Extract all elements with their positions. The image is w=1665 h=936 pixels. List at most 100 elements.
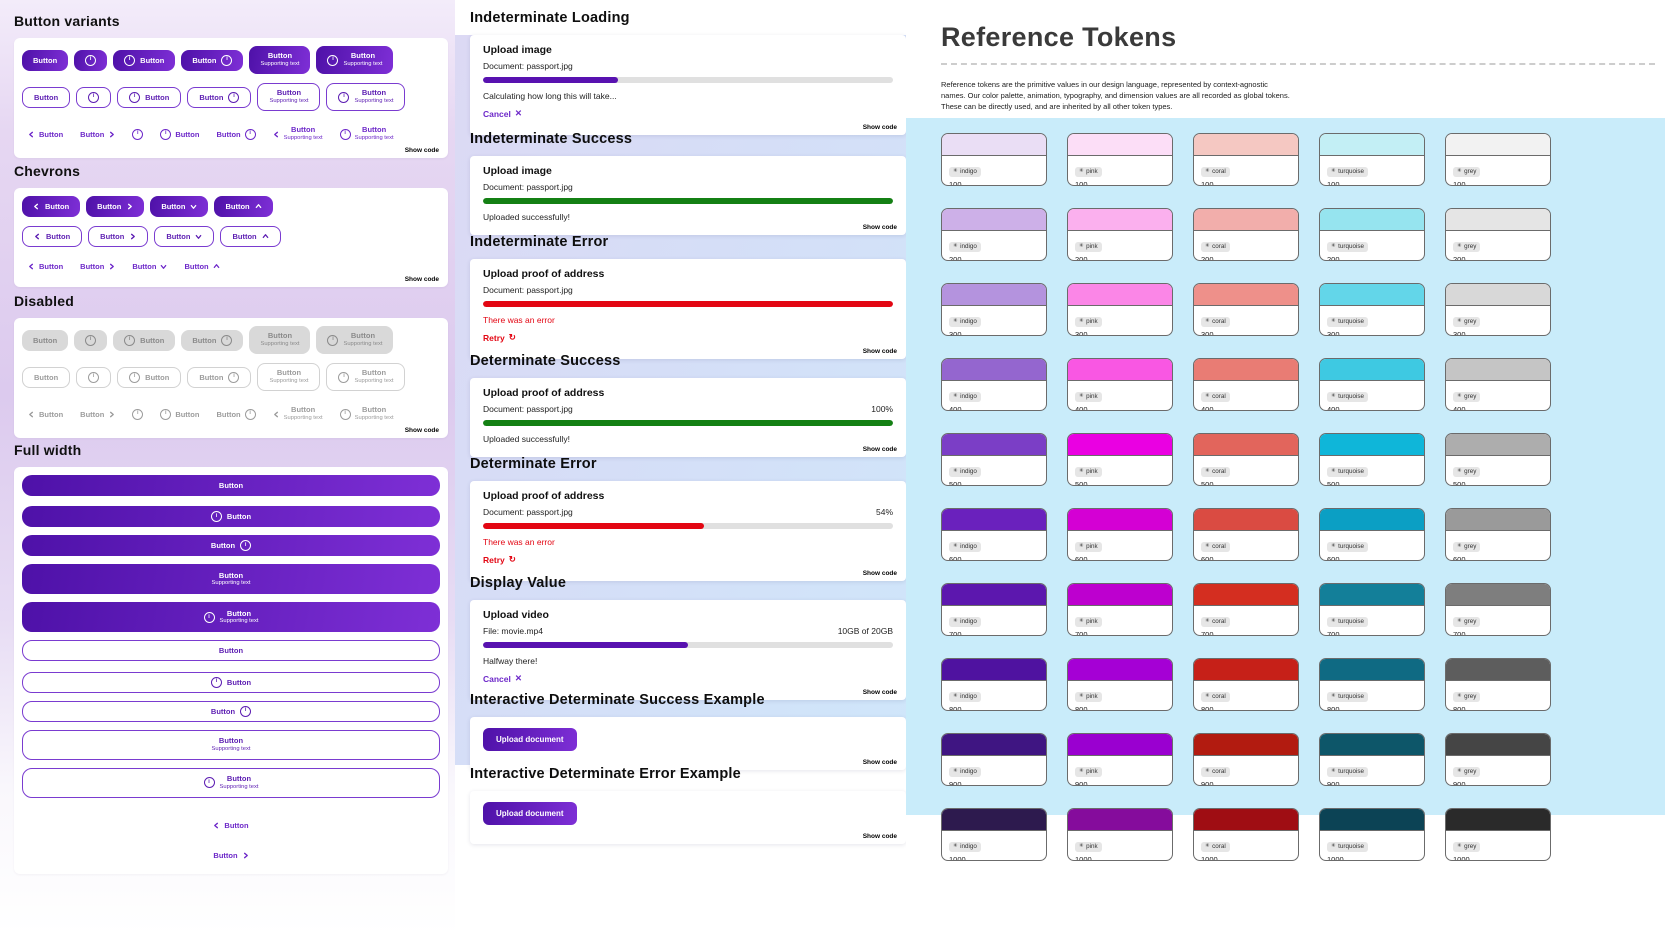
text-button[interactable]: Button <box>211 815 250 836</box>
text-button[interactable]: i Button Supporting text <box>338 120 396 148</box>
outline-button[interactable]: i Button <box>117 86 182 108</box>
token-card-grey-1000: ✳ grey 1000 <box>1445 808 1551 861</box>
show-code-button[interactable]: Show code <box>857 121 902 133</box>
filled-button[interactable]: Button <box>22 196 81 217</box>
token-card-grey-700: ✳ grey 700 <box>1445 583 1551 636</box>
token-step-value: 900 <box>1453 780 1466 786</box>
outline-button[interactable]: Button <box>154 226 215 247</box>
text-button[interactable]: Button i <box>214 124 257 145</box>
text-button[interactable]: Button <box>211 845 250 866</box>
token-badge-icon: ✳ <box>1331 468 1336 474</box>
token-family-badge: ✳ indigo <box>949 541 981 552</box>
show-code-button[interactable]: Show code <box>857 222 902 233</box>
disabled-outline-button[interactable]: i Button Supporting text <box>326 363 406 391</box>
outline-button[interactable]: i Button Supporting text <box>22 767 440 798</box>
disabled-text-button[interactable]: i <box>130 404 145 425</box>
token-card-body: ✳ coral 200 <box>1194 231 1298 260</box>
token-badge-icon: ✳ <box>1457 693 1462 699</box>
disabled-filled-button[interactable]: Button Supporting text <box>249 326 311 354</box>
text-button[interactable]: Button <box>130 256 169 277</box>
text-button[interactable]: Button Supporting text <box>271 120 325 148</box>
text-button[interactable]: Button <box>78 256 117 277</box>
filled-button[interactable]: Button <box>214 196 273 217</box>
outline-button[interactable]: Button Supporting text <box>22 729 440 760</box>
show-code-button[interactable]: Show code <box>399 274 444 285</box>
disabled-filled-button[interactable]: i <box>74 329 108 351</box>
outline-button[interactable]: Button i <box>187 86 252 108</box>
upload-document-button[interactable]: Upload document <box>483 802 577 825</box>
button-supporting-text: Supporting text <box>283 135 323 142</box>
disabled-text-button[interactable]: i Button <box>158 404 201 425</box>
token-card-body: ✳ coral 700 <box>1194 606 1298 635</box>
disabled-outline-button[interactable]: Button i <box>187 366 252 388</box>
outline-button[interactable]: Button <box>220 226 281 247</box>
disabled-filled-button[interactable]: i Button Supporting text <box>316 326 394 354</box>
retry-link[interactable]: Retry ↻ <box>483 332 516 343</box>
disabled-filled-button[interactable]: i Button <box>113 329 176 351</box>
cancel-link[interactable]: Cancel ✕ <box>483 108 522 119</box>
show-code-button[interactable]: Show code <box>857 444 902 455</box>
disabled-filled-button[interactable]: Button <box>22 329 69 351</box>
outline-button[interactable]: i Button Supporting text <box>326 83 406 111</box>
token-card-turquoise-700: ✳ turquoise 700 <box>1319 583 1425 636</box>
filled-button[interactable]: Button i <box>181 49 244 71</box>
outline-button[interactable]: Button <box>22 640 440 662</box>
text-button[interactable]: Button <box>26 256 65 277</box>
disabled-outline-button[interactable]: i <box>76 366 112 388</box>
token-swatch <box>1446 434 1550 456</box>
outline-button[interactable]: i <box>76 86 112 108</box>
text-button[interactable]: Button <box>182 256 221 277</box>
disabled-text-button[interactable]: Button <box>78 404 117 425</box>
disabled-text-button[interactable]: Button <box>26 404 65 425</box>
upload-document-button[interactable]: Upload document <box>483 728 577 751</box>
show-code-button[interactable]: Show code <box>857 567 902 579</box>
disabled-text-button[interactable]: Button Supporting text <box>271 400 325 428</box>
outline-button[interactable]: Button i <box>22 700 440 722</box>
cancel-link[interactable]: Cancel ✕ <box>483 673 522 684</box>
show-code-button[interactable]: Show code <box>857 757 902 768</box>
progress-docs-panel: Indeterminate Loading Upload image Documen… <box>455 0 906 936</box>
filled-button[interactable]: Button <box>150 196 209 217</box>
token-badge-icon: ✳ <box>1331 243 1336 249</box>
filled-button[interactable]: Button Supporting text <box>249 46 311 74</box>
section-title: Full width <box>14 442 82 458</box>
show-code-button[interactable]: Show code <box>857 686 902 698</box>
text-button[interactable]: Button <box>26 124 65 145</box>
filled-button[interactable]: i Button Supporting text <box>316 46 394 74</box>
text-button[interactable]: Button <box>78 124 117 145</box>
disabled-outline-button[interactable]: Button Supporting text <box>257 363 321 391</box>
token-badge-icon: ✳ <box>1079 393 1084 399</box>
show-code-button[interactable]: Show code <box>857 345 902 357</box>
show-code-button[interactable]: Show code <box>857 831 902 842</box>
text-button[interactable]: i Button <box>158 124 201 145</box>
token-swatch <box>1320 434 1424 456</box>
filled-button[interactable]: Button i <box>22 535 440 557</box>
disabled-outline-button[interactable]: Button <box>22 366 71 388</box>
filled-button[interactable]: i Button Supporting text <box>22 602 440 633</box>
close-icon: ✕ <box>514 673 522 683</box>
button-supporting-text: Supporting text <box>260 61 300 68</box>
filled-button[interactable]: Button Supporting text <box>22 564 440 595</box>
filled-button[interactable]: i Button <box>113 49 176 71</box>
outline-button[interactable]: Button <box>88 226 149 247</box>
filled-button[interactable]: Button <box>86 196 145 217</box>
disabled-text-button[interactable]: i Button Supporting text <box>338 400 396 428</box>
disabled-text-button[interactable]: Button i <box>214 404 257 425</box>
text-button[interactable]: i <box>130 124 145 145</box>
retry-link[interactable]: Retry ↻ <box>483 554 516 565</box>
filled-button[interactable]: i <box>74 49 108 71</box>
button-label: Button <box>166 232 191 241</box>
filled-button[interactable]: i Button <box>22 506 440 528</box>
disabled-filled-button[interactable]: Button i <box>181 329 244 351</box>
outline-button[interactable]: i Button <box>22 671 440 693</box>
outline-button[interactable]: Button <box>22 86 71 108</box>
filled-button[interactable]: Button <box>22 49 69 71</box>
show-code-button[interactable]: Show code <box>399 145 444 156</box>
filled-button[interactable]: Button <box>22 475 440 496</box>
token-card-body: ✳ pink 800 <box>1068 681 1172 710</box>
outline-button[interactable]: Button Supporting text <box>257 83 321 111</box>
outline-button[interactable]: Button <box>22 226 83 247</box>
progress-value-label: 10GB of 20GB <box>837 626 893 636</box>
show-code-button[interactable]: Show code <box>399 425 444 436</box>
disabled-outline-button[interactable]: i Button <box>117 366 182 388</box>
